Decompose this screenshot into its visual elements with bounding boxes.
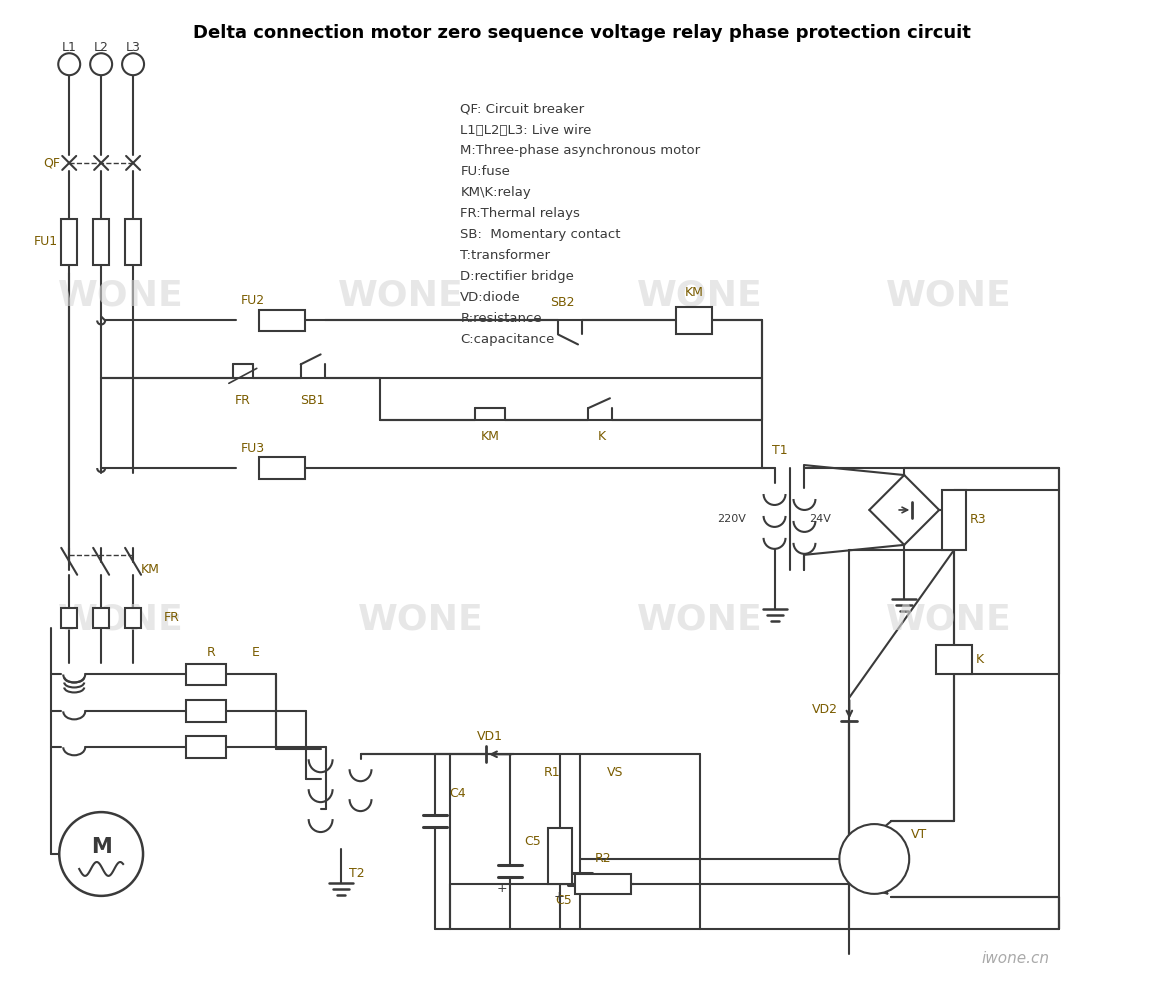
Text: R1: R1 [544,766,560,779]
Text: T2: T2 [348,867,364,881]
Circle shape [839,824,909,894]
Text: WONE: WONE [58,603,184,637]
Text: R3: R3 [970,514,987,527]
Circle shape [58,54,80,75]
Text: M:Three-phase asynchronous motor: M:Three-phase asynchronous motor [460,145,701,158]
Text: FU3: FU3 [241,441,265,454]
Text: D: D [944,504,953,517]
Bar [676,307,711,334]
Bar [62,608,77,628]
Bar [125,608,141,628]
Text: WONE: WONE [637,279,762,312]
Text: T1: T1 [772,443,787,456]
Text: +: + [497,883,508,896]
Text: D:rectifier bridge: D:rectifier bridge [460,270,574,283]
Bar [125,219,141,265]
Text: Delta connection motor zero sequence voltage relay phase protection circuit: Delta connection motor zero sequence vol… [193,24,971,43]
Text: C5: C5 [555,895,572,908]
Text: VD:diode: VD:diode [460,291,521,305]
Text: VD2: VD2 [811,703,837,716]
Text: WONE: WONE [886,603,1012,637]
Text: FR: FR [164,611,180,624]
Text: SB:  Momentary contact: SB: Momentary contact [460,228,620,241]
Text: FR: FR [235,394,250,407]
Bar [93,219,109,265]
Bar [258,310,305,331]
Text: WONE: WONE [886,279,1012,312]
Circle shape [122,54,144,75]
Text: K: K [598,430,606,442]
Text: QF: QF [43,157,61,170]
Text: WONE: WONE [338,279,463,312]
Text: WONE: WONE [637,603,762,637]
Text: 220V: 220V [717,514,746,524]
Text: FU:fuse: FU:fuse [460,166,510,179]
Text: FR:Thermal relays: FR:Thermal relays [460,207,580,220]
Text: VS: VS [606,766,623,779]
Text: WONE: WONE [357,603,483,637]
Text: KM: KM [684,286,703,299]
Text: E: E [251,646,260,659]
Text: L1: L1 [62,41,77,54]
Text: FU2: FU2 [241,294,265,308]
Circle shape [90,54,112,75]
Text: KM: KM [481,430,499,442]
Text: KM\K:relay: KM\K:relay [460,186,531,199]
Text: K: K [977,653,985,666]
Text: R2: R2 [595,852,611,865]
Text: VD1: VD1 [477,730,503,743]
Text: C:capacitance: C:capacitance [460,333,555,346]
Text: L2: L2 [94,41,108,54]
Text: C5: C5 [524,834,541,847]
Text: R: R [206,646,215,659]
Bar [186,664,226,685]
Text: T:transformer: T:transformer [460,249,551,262]
Text: L3: L3 [126,41,141,54]
Text: R:resistance: R:resistance [460,312,542,325]
Text: VT: VT [911,827,928,840]
Bar [186,700,226,722]
Text: L1，L2，L3: Live wire: L1，L2，L3: Live wire [460,124,591,137]
Circle shape [59,812,143,896]
Text: WONE: WONE [58,279,184,312]
Text: 24V: 24V [809,514,831,524]
Bar [258,457,305,479]
Bar [93,608,109,628]
Text: KM: KM [141,563,159,576]
Text: SB1: SB1 [300,394,325,407]
Bar [942,490,966,550]
Bar [548,828,572,884]
Text: C4: C4 [449,787,466,800]
Bar [62,219,77,265]
Text: iwone.cn: iwone.cn [981,951,1049,966]
Text: +: + [553,891,565,904]
Text: M: M [91,837,112,857]
Text: FU1: FU1 [34,235,57,248]
Bar [936,645,972,675]
Bar [186,736,226,758]
Bar [575,874,631,894]
Text: SB2: SB2 [549,296,574,310]
Text: QF: Circuit breaker: QF: Circuit breaker [460,102,584,116]
